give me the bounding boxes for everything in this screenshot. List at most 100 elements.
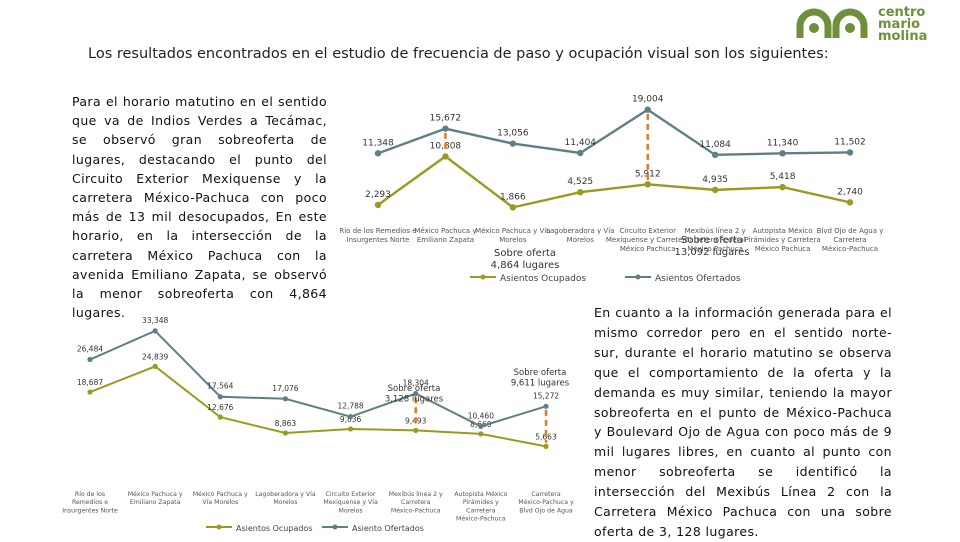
- annotation-text: Sobre oferta: [681, 235, 743, 246]
- category-label: Blvd Ojo de Agua y: [817, 227, 884, 235]
- page-title: Los resultados encontrados en el estudio…: [88, 46, 829, 62]
- data-point: [282, 430, 289, 436]
- category-label: Carretera: [531, 491, 561, 498]
- data-point: [282, 396, 289, 402]
- data-point: [478, 431, 484, 437]
- data-point: [347, 414, 354, 420]
- right-paragraph: En cuanto a la información generada para…: [594, 305, 892, 539]
- left-paragraph: Para el horario matutino en el sentido q…: [72, 94, 327, 321]
- data-label: 18,687: [77, 378, 103, 387]
- category-label: México Pachuca y Vía: [475, 227, 550, 235]
- category-label: Carretera Federal: [685, 236, 746, 244]
- data-point: [543, 403, 549, 409]
- data-point: [509, 204, 517, 211]
- data-point: [442, 153, 449, 160]
- data-point: [577, 149, 584, 157]
- data-label: 26,484: [77, 345, 103, 354]
- data-label: 24,839: [142, 352, 168, 361]
- logo-text: centro mario molina: [878, 5, 928, 44]
- category-label: Mexiquense y Vía: [323, 498, 378, 506]
- logo: [796, 8, 946, 44]
- category-label: Blvd Ojo de Agua: [519, 507, 573, 514]
- data-label: 33,348: [142, 316, 168, 325]
- data-label: 5,418: [770, 172, 796, 182]
- data-point: [846, 149, 854, 156]
- category-label: Emiliano Zapata: [130, 499, 181, 506]
- data-point: [846, 199, 854, 206]
- data-point: [152, 328, 158, 334]
- category-label: México-Pachuca: [456, 515, 506, 523]
- data-point: [711, 151, 719, 159]
- category-label: Insurgentes Norte: [62, 507, 118, 514]
- series-line-ocupados: [89, 365, 547, 448]
- data-label: 4,935: [702, 175, 728, 185]
- category-label: Remedios e: [72, 499, 108, 506]
- data-point: [478, 423, 484, 429]
- legend-label: Asiento Ofertados: [352, 524, 424, 533]
- category-label: Morelos: [567, 236, 595, 244]
- series-line-ofertados: [89, 329, 547, 428]
- legend-marker: [480, 274, 486, 280]
- annotation-text: Sobre oferta: [514, 368, 567, 378]
- data-point: [577, 189, 584, 196]
- data-point: [217, 394, 223, 400]
- data-label: 2,740: [837, 187, 863, 197]
- category-label: Pirámides y Carretera: [745, 236, 821, 244]
- category-label: Autopista México: [753, 227, 813, 235]
- category-label: Lagoberadora y Vía: [255, 490, 316, 498]
- category-label: Lagoberadora y Vía: [546, 227, 614, 235]
- data-point: [779, 150, 786, 157]
- logo-mark-icon: [796, 8, 868, 38]
- category-label: Carretera: [833, 236, 866, 244]
- category-label: México Pachuca: [620, 245, 676, 253]
- data-label: 19,004: [632, 95, 664, 105]
- category-label: México-Pachuca: [822, 245, 878, 253]
- category-label: México-Pachuca y: [518, 498, 574, 506]
- category-label: México-Pachuca: [391, 506, 441, 514]
- data-label: 12,676: [207, 403, 233, 412]
- data-label: 8,863: [275, 419, 297, 428]
- data-label: 15,272: [533, 391, 559, 400]
- legend-label: Asientos Ocupados: [500, 274, 586, 284]
- data-label: 12,788: [337, 402, 363, 411]
- category-label: Pirámides y: [463, 498, 499, 506]
- data-point: [543, 443, 549, 449]
- category-label: Mexibús línea 2 y: [389, 490, 443, 498]
- category-label: Vía Morelos: [202, 498, 238, 506]
- data-point: [644, 181, 651, 188]
- category-label: México Pachuca y: [193, 490, 248, 498]
- data-label: 18,304: [403, 379, 429, 388]
- data-label: 11,404: [565, 138, 597, 148]
- data-point: [644, 106, 651, 113]
- data-label: 11,502: [834, 137, 866, 147]
- legend-marker: [216, 524, 222, 530]
- data-label: 11,084: [699, 140, 731, 150]
- data-point: [374, 201, 382, 209]
- category-label: Morelos: [339, 507, 363, 514]
- data-point: [442, 125, 449, 132]
- data-label: 15,672: [430, 114, 462, 124]
- category-label: Carretera: [401, 499, 431, 506]
- category-label: Circuito Exterior: [326, 491, 377, 498]
- data-label: 5,663: [535, 432, 557, 441]
- legend-marker: [635, 274, 641, 280]
- category-label: México Pachuca y: [128, 490, 183, 498]
- category-label: Insurgentes Norte: [347, 236, 410, 244]
- category-label: Autopista México: [454, 490, 507, 498]
- category-label: Morelos: [273, 499, 297, 506]
- category-label: Mexiquense y Carretera: [606, 236, 690, 244]
- data-point: [217, 414, 223, 420]
- data-point: [87, 389, 93, 395]
- data-point: [413, 427, 419, 434]
- annotation-text: 9,611 lugares: [511, 379, 570, 389]
- data-point: [347, 426, 354, 432]
- data-point: [509, 140, 517, 147]
- category-label: México Pachuca: [755, 245, 811, 253]
- legend-label: Asientos Ocupados: [236, 524, 312, 533]
- data-label: 13,056: [497, 129, 529, 139]
- data-label: 4,525: [567, 177, 593, 187]
- category-label: Río de los: [75, 490, 105, 498]
- category-label: Circuito Exterior: [619, 227, 676, 235]
